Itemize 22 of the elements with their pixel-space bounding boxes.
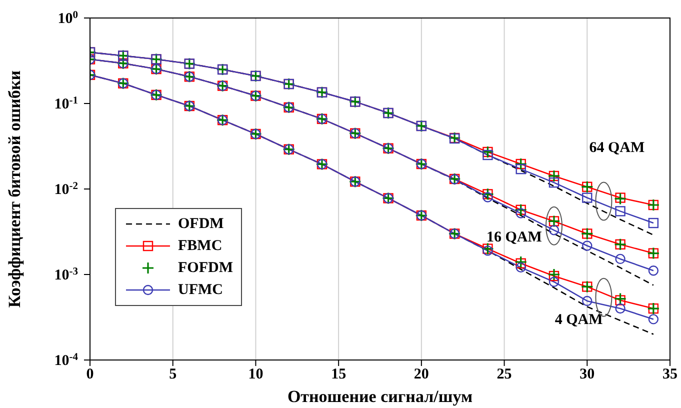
y-tick-label: 10$^{0}$ — [58, 10, 78, 27]
x-tick-label: 10 — [248, 366, 264, 383]
x-tick-label: 20 — [414, 366, 429, 383]
x-tick-label: 35 — [662, 366, 678, 383]
x-tick-label: 15 — [331, 366, 346, 383]
y-axis-title: Коэффициент битовой ошибки — [5, 70, 24, 308]
legend-label: FOFDM — [178, 260, 233, 276]
x-tick-label: 5 — [169, 366, 177, 383]
legend-label: FBMC — [178, 238, 222, 254]
y-tick-label: 10$^{-1}$ — [54, 95, 78, 112]
x-tick-label: 0 — [86, 366, 94, 383]
annotation: 64 QAM — [589, 140, 645, 156]
y-tick-label: 10$^{-3}$ — [54, 266, 78, 284]
y-tick-label: 10$^{-4}$ — [54, 352, 79, 369]
legend-label: UFMC — [178, 282, 223, 298]
y-tick-label: 10$^{-2}$ — [54, 180, 78, 198]
annotation: 16 QAM — [486, 229, 542, 246]
x-axis-title: Отношение сигнал/шум — [287, 387, 473, 406]
x-tick-label: 25 — [496, 366, 512, 383]
x-tick-label: 30 — [580, 366, 595, 383]
annotation: 4 QAM — [554, 312, 603, 328]
legend-label: OFDM — [178, 216, 224, 232]
